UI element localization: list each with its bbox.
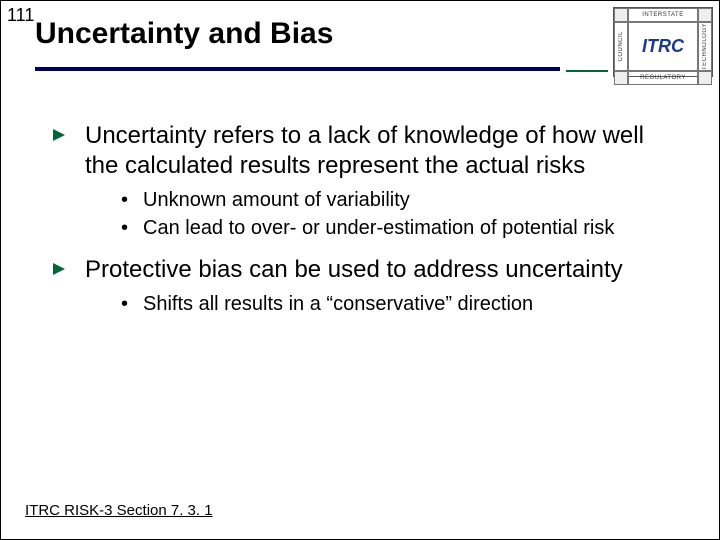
dot-bullet-icon: • bbox=[121, 215, 143, 241]
sub-bullet-text: Unknown amount of variability bbox=[143, 187, 410, 213]
logo-top-label: INTERSTATE bbox=[628, 8, 698, 22]
bullet-level1: Protective bias can be used to address u… bbox=[51, 255, 679, 285]
footer-reference: ITRC RISK-3 Section 7. 3. 1 bbox=[25, 502, 213, 519]
page-number: 111 bbox=[7, 5, 34, 26]
triangle-bullet-icon bbox=[51, 121, 85, 181]
bullet-level2: • Can lead to over- or under-estimation … bbox=[121, 215, 679, 241]
logo-bottom-label: REGULATORY bbox=[628, 71, 698, 85]
logo-corner bbox=[698, 71, 712, 85]
title-rule-accent bbox=[566, 70, 608, 72]
bullet-text: Uncertainty refers to a lack of knowledg… bbox=[85, 121, 679, 181]
dot-bullet-icon: • bbox=[121, 291, 143, 317]
sub-bullet-group: • Shifts all results in a “conservative”… bbox=[121, 291, 679, 317]
slide-body: Uncertainty refers to a lack of knowledg… bbox=[51, 121, 679, 331]
logo-corner bbox=[614, 8, 628, 22]
itrc-logo: INTERSTATE COUNCIL ITRC TECHNOLOGY REGUL… bbox=[613, 7, 713, 77]
triangle-bullet-icon bbox=[51, 255, 85, 285]
bullet-level1: Uncertainty refers to a lack of knowledg… bbox=[51, 121, 679, 181]
sub-bullet-text: Can lead to over- or under-estimation of… bbox=[143, 215, 614, 241]
logo-corner bbox=[698, 8, 712, 22]
title-rule-primary bbox=[35, 67, 560, 71]
slide-title: Uncertainty and Bias bbox=[35, 17, 609, 51]
logo-right-label: TECHNOLOGY bbox=[698, 22, 712, 71]
logo-left-label: COUNCIL bbox=[614, 22, 628, 71]
logo-corner bbox=[614, 71, 628, 85]
sub-bullet-group: • Unknown amount of variability • Can le… bbox=[121, 187, 679, 241]
bullet-level2: • Unknown amount of variability bbox=[121, 187, 679, 213]
logo-center: ITRC bbox=[628, 22, 698, 71]
bullet-level2: • Shifts all results in a “conservative”… bbox=[121, 291, 679, 317]
sub-bullet-text: Shifts all results in a “conservative” d… bbox=[143, 291, 533, 317]
dot-bullet-icon: • bbox=[121, 187, 143, 213]
bullet-text: Protective bias can be used to address u… bbox=[85, 255, 623, 285]
slide-header: Uncertainty and Bias bbox=[35, 17, 609, 51]
